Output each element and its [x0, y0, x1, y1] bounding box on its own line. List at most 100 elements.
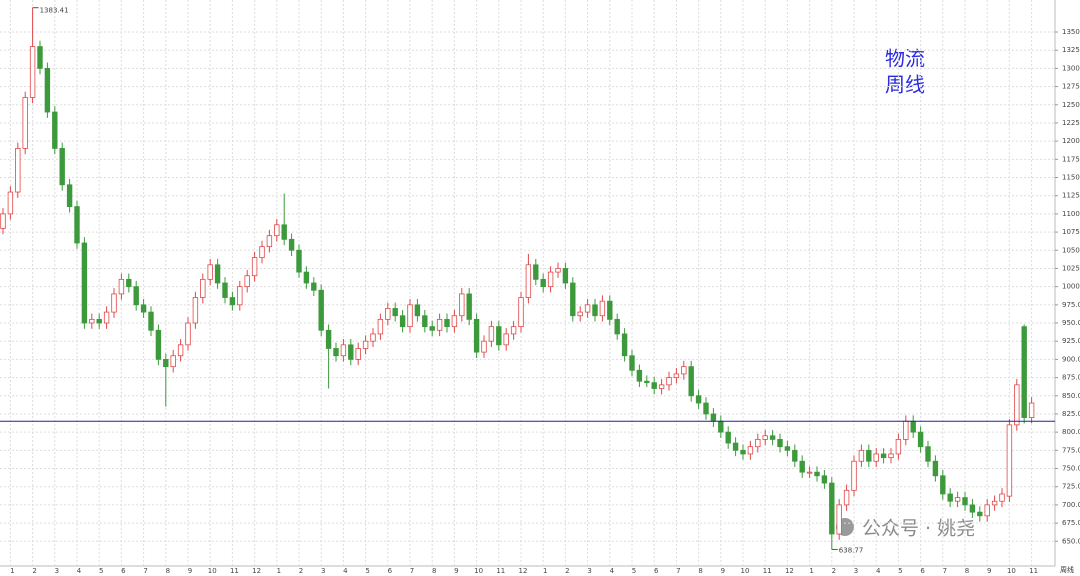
- y-tick-label: 925.0: [1062, 337, 1080, 345]
- candle-body: [237, 286, 243, 306]
- candle-body: [747, 446, 754, 455]
- x-tick-label: 7: [943, 567, 947, 575]
- x-tick-label: 8: [432, 567, 436, 575]
- candle-body: [592, 304, 598, 317]
- candle-body: [540, 278, 546, 288]
- candle-body: [436, 318, 443, 331]
- candle-body: [577, 311, 583, 317]
- candle-body: [185, 322, 191, 346]
- candle-body: [281, 224, 287, 240]
- x-tick-label: 10: [1007, 567, 1016, 575]
- candle-body: [695, 395, 702, 404]
- x-tick-label: 10: [208, 567, 217, 575]
- candle-body: [710, 413, 717, 422]
- candle-body: [348, 344, 354, 360]
- candle-body: [481, 340, 487, 353]
- candle-body: [977, 511, 983, 517]
- x-tick-label: 3: [321, 567, 325, 575]
- y-tick-label: 1075: [1062, 228, 1080, 236]
- candle-body: [325, 329, 332, 349]
- candle-body: [1014, 384, 1020, 426]
- x-tick-label: 3: [854, 567, 858, 575]
- candle-body: [910, 420, 916, 433]
- x-tick-label: 2: [299, 567, 303, 575]
- candle-body: [66, 184, 73, 208]
- x-tick-label: 1: [277, 567, 281, 575]
- max-label: 1383.41: [40, 7, 69, 15]
- candle-body: [666, 377, 672, 386]
- candle-body: [984, 504, 990, 517]
- candle-body: [296, 249, 302, 273]
- candle-body: [37, 46, 43, 69]
- candle-body: [629, 355, 635, 371]
- candle-body: [954, 497, 961, 502]
- candle-body: [755, 439, 761, 448]
- candle-body: [496, 326, 502, 346]
- x-tick-label: 3: [55, 567, 59, 575]
- y-tick-label: 1275: [1062, 83, 1080, 91]
- x-tick-label: 7: [676, 567, 680, 575]
- x-tick-label: 12: [252, 567, 261, 575]
- x-tick-label: 4: [876, 567, 881, 575]
- y-tick-label: 1250: [1062, 101, 1080, 109]
- candle-body: [340, 344, 347, 357]
- candle-body: [940, 475, 946, 495]
- x-tick-label: 8: [166, 567, 170, 575]
- candle-body: [547, 271, 554, 288]
- candle-body: [866, 449, 872, 462]
- candle-body: [880, 453, 887, 459]
- candle-body: [777, 439, 783, 448]
- candle-body: [192, 297, 199, 324]
- candle-body: [333, 348, 339, 357]
- candle-body: [0, 213, 6, 229]
- candle-body: [96, 318, 102, 324]
- candle-body: [414, 304, 421, 317]
- candle-body: [22, 97, 28, 149]
- x-tick-label: 11: [496, 567, 505, 575]
- y-tick-label: 1225: [1062, 119, 1080, 127]
- candle-body: [806, 471, 813, 474]
- candle-body: [259, 246, 265, 258]
- candle-body: [718, 420, 724, 433]
- candle-body: [399, 315, 406, 328]
- y-tick-label: 975.0: [1062, 301, 1080, 309]
- y-tick-label: 800.0: [1062, 428, 1080, 436]
- x-tick-label: 11: [763, 567, 772, 575]
- candle-body: [858, 449, 865, 462]
- y-tick-label: 1350: [1062, 28, 1080, 36]
- title-line: 周线: [885, 73, 925, 97]
- candle-body: [274, 224, 280, 237]
- x-tick-label: 1: [809, 567, 813, 575]
- y-tick-label: 775.0: [1062, 446, 1080, 454]
- candle-body: [59, 148, 65, 186]
- candle-body: [126, 278, 132, 288]
- y-tick-label: 1025: [1062, 264, 1080, 272]
- x-tick-label: 5: [99, 567, 103, 575]
- candle-body: [29, 46, 36, 98]
- candle-body: [562, 268, 569, 284]
- candle-body: [155, 329, 162, 360]
- candle-body: [917, 431, 924, 448]
- candle-body: [836, 504, 842, 535]
- candle-body: [533, 264, 539, 280]
- y-tick-label: 1000: [1062, 283, 1080, 291]
- x-tick-label: 10: [741, 567, 750, 575]
- candle-body: [725, 431, 731, 444]
- candle-body: [510, 326, 517, 335]
- candle-body: [111, 293, 117, 313]
- candle-body: [422, 315, 428, 328]
- x-tick-label: 10: [474, 567, 483, 575]
- x-tick-label: 9: [188, 567, 192, 575]
- candle-body: [792, 449, 798, 462]
- candle-body: [814, 471, 820, 477]
- candle-body: [288, 238, 295, 251]
- y-tick-label: 875.0: [1062, 374, 1080, 382]
- candle-body: [170, 355, 176, 368]
- x-tick-label: 1: [543, 567, 547, 575]
- candle-body: [7, 191, 14, 215]
- x-tick-label: 11: [1029, 567, 1038, 575]
- y-tick-label: 850.0: [1062, 392, 1080, 400]
- y-tick-label: 1300: [1062, 64, 1080, 72]
- y-tick-label: 950.0: [1062, 319, 1080, 327]
